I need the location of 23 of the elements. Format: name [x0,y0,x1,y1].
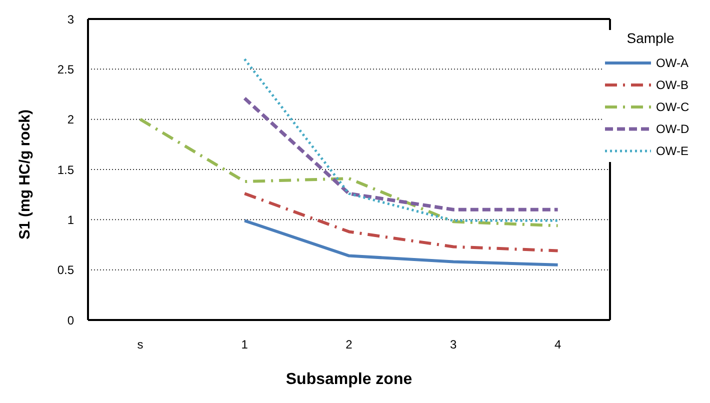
y-tick-label: 0 [67,313,74,328]
x-tick-label: 2 [346,338,353,352]
x-tick-label: s [137,338,144,352]
y-tick-label: 1.5 [57,162,74,177]
line-series [243,192,560,252]
line-series [138,118,560,228]
x-tick-label: 3 [450,338,458,352]
legend-label: OW-D [656,122,690,136]
line-series [243,219,560,266]
legend-label: OW-A [656,56,688,70]
y-tick-label: 0.5 [57,263,74,278]
legend-label: OW-C [656,100,690,114]
y-tick-label: 3 [67,12,74,26]
y-tick-label: 2 [67,112,74,127]
y-tick-label: 2.5 [57,62,74,76]
x-axis-title: Subsample zone [286,371,412,388]
x-tick-label: 4 [554,338,562,352]
legend-title: Sample [626,30,676,46]
legend-label: OW-B [656,78,688,92]
y-axis-title: S1 (mg HC/g rock) [16,109,34,240]
legend-label: OW-E [656,144,688,158]
y-tick-label: 1 [67,212,74,227]
x-tick-label: 1 [241,338,248,352]
